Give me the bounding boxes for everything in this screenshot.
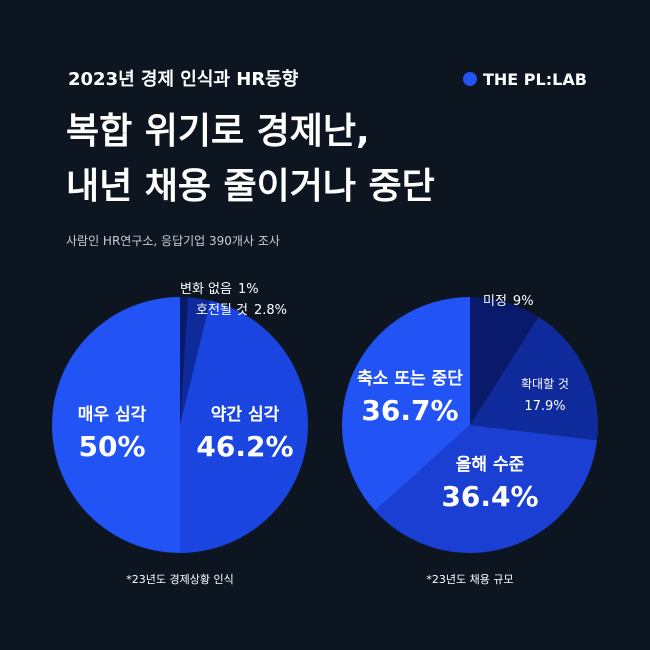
value-label: 17.9% (524, 399, 565, 414)
value-label: 1% (238, 282, 259, 297)
category-label: 미정 (483, 294, 507, 309)
pie-slice (342, 297, 470, 511)
slice-label: 미정 9% (483, 294, 534, 309)
category-label: 축소 또는 중단 (357, 369, 463, 389)
title-line: 내년 채용 줄이거나 중단 (66, 166, 435, 207)
kicker: 2023년 경제 인식과 HR동향 (68, 69, 299, 90)
value-label: 46.2% (196, 430, 293, 463)
pie-slice (180, 300, 308, 553)
category-label: 변화 없음 (180, 282, 232, 297)
pie-slice (470, 316, 598, 441)
brand-dot (463, 72, 477, 86)
value-label: 36.7% (361, 394, 458, 427)
category-label: 올해 수준 (456, 455, 525, 475)
value-label: 2.8% (254, 303, 287, 318)
title-line: 복합 위기로 경제난, (66, 111, 370, 152)
source: 사람인 HR연구소, 응답기업 390개사 조사 (66, 234, 280, 248)
pie-slice (180, 297, 189, 425)
pie-slice (470, 297, 539, 425)
brand: THE PL:LAB (483, 70, 587, 89)
value-label: 9% (513, 294, 534, 309)
chart-note: *23년도 채용 규모 (426, 573, 513, 586)
category-label: 매우 심각 (78, 405, 147, 425)
pie-slice (180, 297, 211, 425)
pie-slice (52, 297, 180, 553)
chart-note: *23년도 경제상황 인식 (126, 573, 233, 586)
value-label: 36.4% (441, 480, 538, 513)
pie-slice (375, 425, 598, 553)
slice-label: 호전될 것 2.8% (196, 303, 287, 318)
category-label: 확대할 것 (521, 377, 569, 391)
category-label: 호전될 것 (196, 303, 248, 318)
value-label: 50% (78, 430, 145, 463)
slice-label: 변화 없음 1% (180, 282, 259, 297)
category-label: 약간 심각 (211, 404, 280, 425)
